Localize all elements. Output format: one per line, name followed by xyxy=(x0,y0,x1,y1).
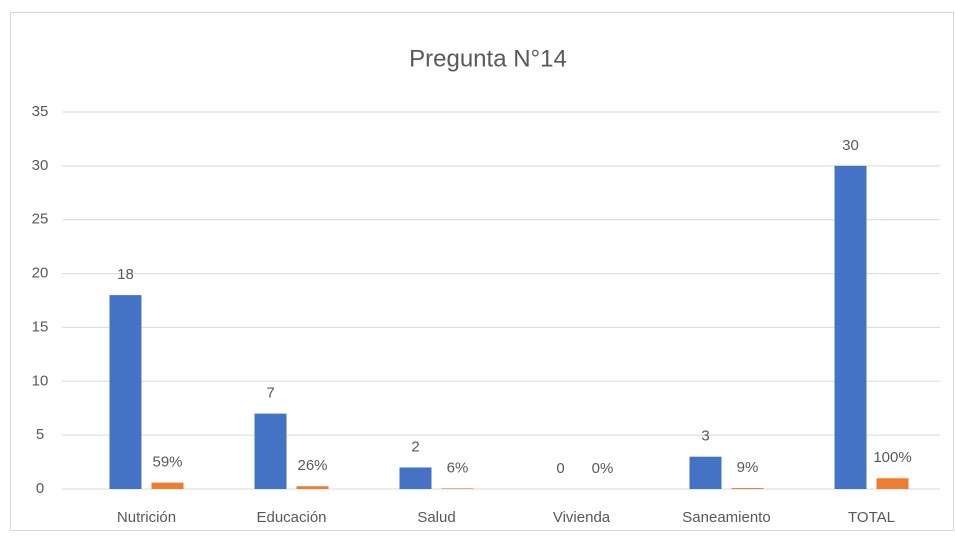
value-label: 18 xyxy=(117,266,134,283)
y-tick-label: 5 xyxy=(36,426,44,443)
y-tick-label: 15 xyxy=(32,318,49,335)
y-tick-label: 10 xyxy=(32,372,49,389)
bar xyxy=(399,467,432,489)
bar xyxy=(689,456,722,489)
bar xyxy=(731,488,764,489)
x-tick-label: Salud xyxy=(417,509,455,526)
y-tick-label: 30 xyxy=(32,157,49,174)
bar xyxy=(151,482,184,489)
chart-frame xyxy=(10,12,954,531)
bar xyxy=(254,413,287,489)
bar xyxy=(834,165,867,489)
value-label: 3 xyxy=(701,428,709,445)
x-tick-label: Nutrición xyxy=(117,509,176,526)
value-label: 9% xyxy=(737,459,759,476)
value-label: 7 xyxy=(266,385,274,402)
bar xyxy=(441,488,474,489)
value-label: 30 xyxy=(842,137,859,154)
x-tick-label: TOTAL xyxy=(848,509,895,526)
value-label: 0 xyxy=(556,460,564,477)
value-label: 59% xyxy=(152,454,182,471)
value-label: 2 xyxy=(411,438,419,455)
bar xyxy=(109,295,142,489)
x-tick-label: Educación xyxy=(256,509,326,526)
y-tick-label: 20 xyxy=(32,265,49,282)
x-tick-label: Saneamiento xyxy=(682,509,770,526)
y-tick-label: 0 xyxy=(36,480,44,497)
chart-title: Pregunta N°14 xyxy=(409,45,567,72)
value-label: 0% xyxy=(592,460,614,477)
bar xyxy=(296,486,329,489)
value-label: 26% xyxy=(297,457,327,474)
x-tick-label: Vivienda xyxy=(553,509,611,526)
y-tick-label: 35 xyxy=(32,103,49,120)
value-label: 100% xyxy=(873,449,911,466)
bar xyxy=(876,478,909,489)
y-tick-label: 25 xyxy=(32,211,49,228)
value-label: 6% xyxy=(447,459,469,476)
